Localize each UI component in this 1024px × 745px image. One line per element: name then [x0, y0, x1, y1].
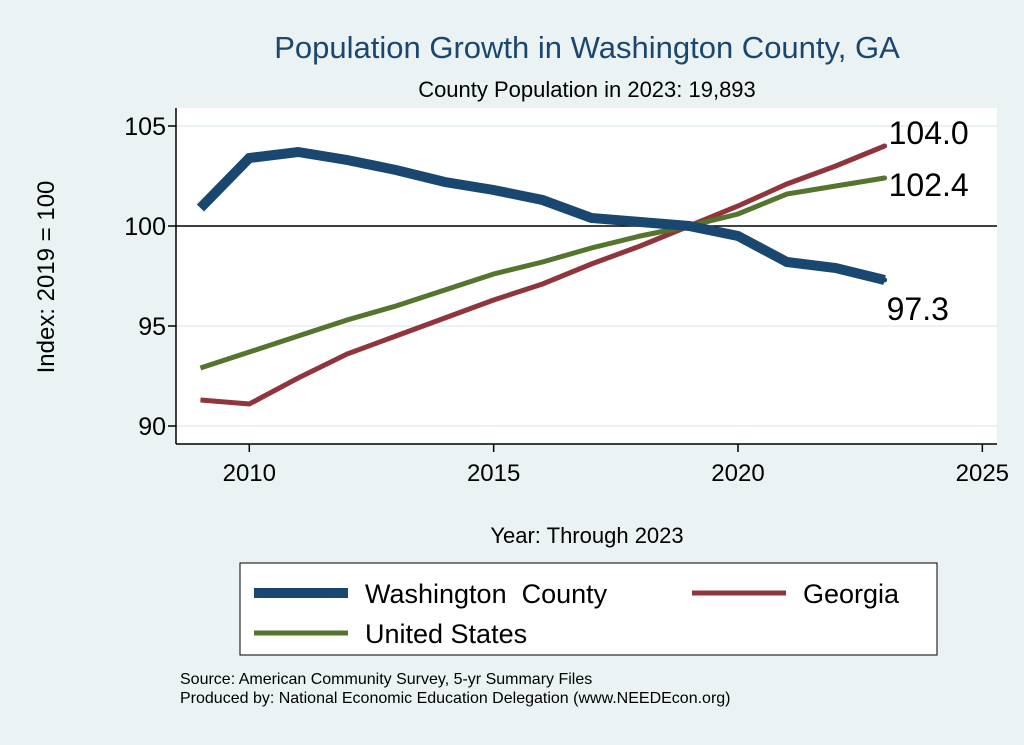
- legend-label-georgia: Georgia: [803, 579, 900, 609]
- end-point-marker: [882, 143, 888, 149]
- end-value-label: 97.3: [887, 291, 949, 327]
- source-note: Source: American Community Survey, 5-yr …: [180, 671, 592, 688]
- series-line-united-states: [199, 175, 886, 371]
- x-tick-label: 2020: [711, 460, 764, 487]
- x-tick-label: 2010: [223, 460, 276, 487]
- series-line-washington-county: [196, 146, 886, 285]
- y-axis-label: Index: 2019 = 100: [33, 181, 60, 374]
- end-value-label: 102.4: [889, 167, 969, 203]
- produced-note: Produced by: National Economic Education…: [180, 690, 731, 707]
- y-tick-label: 95: [138, 313, 166, 341]
- end-point-marker: [882, 175, 888, 181]
- x-axis-label: Year: Through 2023: [490, 523, 683, 548]
- x-tick-label: 2025: [956, 460, 1009, 487]
- y-tick-label: 105: [124, 113, 166, 141]
- y-tick-label: 100: [124, 213, 166, 241]
- x-tick-label: 2015: [467, 460, 520, 487]
- end-point-marker: [882, 277, 888, 283]
- end-value-label: 104.0: [889, 115, 969, 151]
- y-tick-label: 90: [138, 413, 166, 441]
- legend-label-us: United States: [365, 619, 527, 649]
- chart-title: Population Growth in Washington County, …: [274, 30, 900, 65]
- series-line-georgia: [200, 143, 886, 407]
- chart-subtitle: County Population in 2023: 19,893: [418, 77, 756, 102]
- legend-label-washington: Washington County: [365, 579, 608, 609]
- legend: Washington County Georgia United States: [239, 562, 938, 656]
